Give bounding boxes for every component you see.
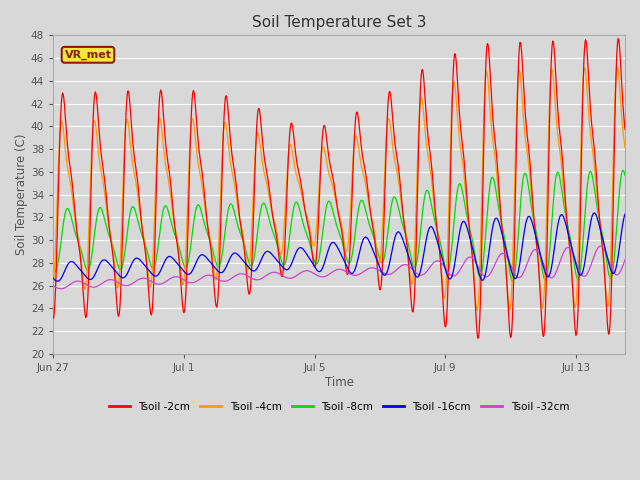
Y-axis label: Soil Temperature (C): Soil Temperature (C): [15, 134, 28, 255]
X-axis label: Time: Time: [324, 376, 353, 389]
Text: VR_met: VR_met: [65, 49, 111, 60]
Legend: Tsoil -2cm, Tsoil -4cm, Tsoil -8cm, Tsoil -16cm, Tsoil -32cm: Tsoil -2cm, Tsoil -4cm, Tsoil -8cm, Tsoi…: [105, 397, 573, 416]
Title: Soil Temperature Set 3: Soil Temperature Set 3: [252, 15, 426, 30]
